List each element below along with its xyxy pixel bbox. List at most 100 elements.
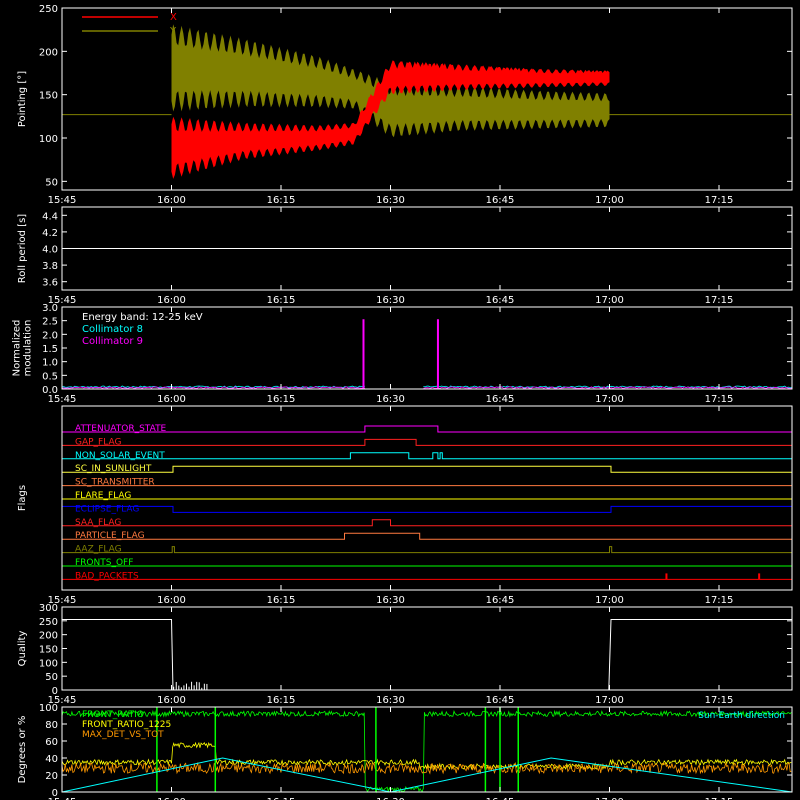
y-tick-label: 100 [39,134,58,145]
y-tick-label: 1.5 [42,344,58,355]
x-tick-label: 17:00 [595,797,624,800]
y-tick-label: 100 [39,703,58,714]
y-axis-label: Flags [17,485,28,511]
y-tick-label: 80 [45,720,58,731]
modulation-series-2 [423,386,793,389]
y-tick-label: 100 [39,658,58,669]
flag-label-particle_flag: PARTICLE_FLAG [75,531,145,541]
y-tick-label: 2.0 [42,330,58,341]
y-tick-label: 3.6 [42,278,58,289]
panel-1-frame [61,7,793,191]
degrees-series-front_ratio [61,709,792,794]
legend-label-x: X [170,12,177,23]
y-tick-label: 250 [39,617,58,628]
y-tick-label: 300 [39,603,58,614]
x-tick-label: 16:15 [267,695,296,706]
x-tick-label: 17:15 [705,195,734,206]
flag-line-attenuator_state [62,425,792,433]
x-tick-label: 17:15 [705,797,734,800]
x-tick-label: 15:45 [48,595,77,606]
y-tick-label: 200 [39,47,58,58]
flag-label-eclipse_flag: ECLIPSE_FLAG [75,504,139,514]
x-tick-label: 17:15 [705,695,734,706]
y-tick-label: 50 [45,672,58,683]
flag-line-particle_flag [62,532,792,540]
y-tick-label: 20 [45,771,58,782]
flag-label-fronts_off: FRONTS_OFF [75,558,133,568]
y-axis-label: Pointing [°] [17,71,28,127]
x-tick-label: 16:30 [376,394,405,405]
legend-label-y: Y [169,26,177,37]
y-tick-label: 0.5 [42,371,58,382]
y-tick-label: 200 [39,631,58,642]
sun-earth-annotation: Sun-Earth direction [698,711,785,721]
degrees-series-max_det_vs_tot [61,761,792,775]
modulation-legend-title: Energy band: 12-25 keV [82,312,203,323]
flag-line-saa_flag [62,519,792,527]
quality-line [62,619,792,691]
x-tick-label: 15:45 [48,195,77,206]
flag-label-flare_flag: FLARE_FLAG [75,491,131,501]
flag-line-non_solar_event [62,452,792,460]
panel-6-frame [61,706,793,793]
pointing-series-x [171,60,610,179]
y-tick-label: 3.8 [42,261,58,272]
x-tick-label: 15:45 [48,394,77,405]
flag-label-attenuator_state: ATTENUATOR_STATE [75,424,167,434]
y-tick-label: 3.0 [42,303,58,314]
y-tick-label: 4.2 [42,228,58,239]
y-axis-label: Quality [17,631,28,667]
y-tick-label: 250 [39,4,58,15]
pointing-series-x-upper [368,60,610,115]
x-tick-label: 17:15 [705,295,734,306]
x-tick-label: 16:30 [376,797,405,800]
x-tick-label: 16:30 [376,295,405,306]
y-tick-label: 40 [45,754,58,765]
x-tick-label: 16:00 [157,695,186,706]
y-tick-label: 4.0 [42,245,58,256]
modulation-legend-1: Collimator 8 [82,324,143,335]
y-axis-label: Normalized [12,320,23,377]
flag-line-aaz_flag [62,546,792,554]
modulation-series-1 [423,385,793,389]
x-tick-label: 16:45 [486,797,515,800]
flag-label-gap_flag: GAP_FLAG [75,437,121,447]
panel-4-frame [61,405,793,591]
flag-label-aaz_flag: AAZ_FLAG [75,545,122,555]
x-tick-label: 17:00 [595,195,624,206]
y-axis-label: modulation [23,320,34,377]
x-tick-label: 17:00 [595,595,624,606]
x-tick-label: 16:00 [157,195,186,206]
flag-line-sc_in_sunlight [62,465,792,473]
x-tick-label: 17:00 [595,695,624,706]
modulation-series-1 [61,385,366,389]
y-axis-label: Roll period [s] [17,214,28,283]
degrees-legend-1: FRONT_RATIO [82,710,144,720]
x-tick-label: 15:45 [48,295,77,306]
x-tick-label: 16:45 [486,595,515,606]
x-tick-label: 16:45 [486,695,515,706]
x-tick-label: 16:45 [486,195,515,206]
x-tick-label: 16:15 [267,797,296,800]
y-tick-label: 0 [52,788,58,799]
x-tick-label: 16:00 [157,595,186,606]
x-tick-label: 16:15 [267,195,296,206]
x-tick-label: 16:45 [486,394,515,405]
y-tick-label: 50 [45,177,58,188]
x-tick-label: 17:00 [595,295,624,306]
y-tick-label: 0.0 [42,385,58,396]
flag-label-sc_in_sunlight: SC_IN_SUNLIGHT [75,464,152,474]
flag-label-saa_flag: SAA_FLAG [75,518,121,528]
x-tick-label: 17:15 [705,595,734,606]
x-tick-label: 15:45 [48,695,77,706]
x-tick-label: 16:15 [267,595,296,606]
flag-line-gap_flag [62,438,792,446]
x-tick-label: 17:15 [705,394,734,405]
flag-label-bad_packets: BAD_PACKETS [75,571,139,581]
y-tick-label: 150 [39,91,58,102]
x-tick-label: 17:00 [595,394,624,405]
flag-line-eclipse_flag [62,505,792,513]
x-tick-label: 16:30 [376,195,405,206]
